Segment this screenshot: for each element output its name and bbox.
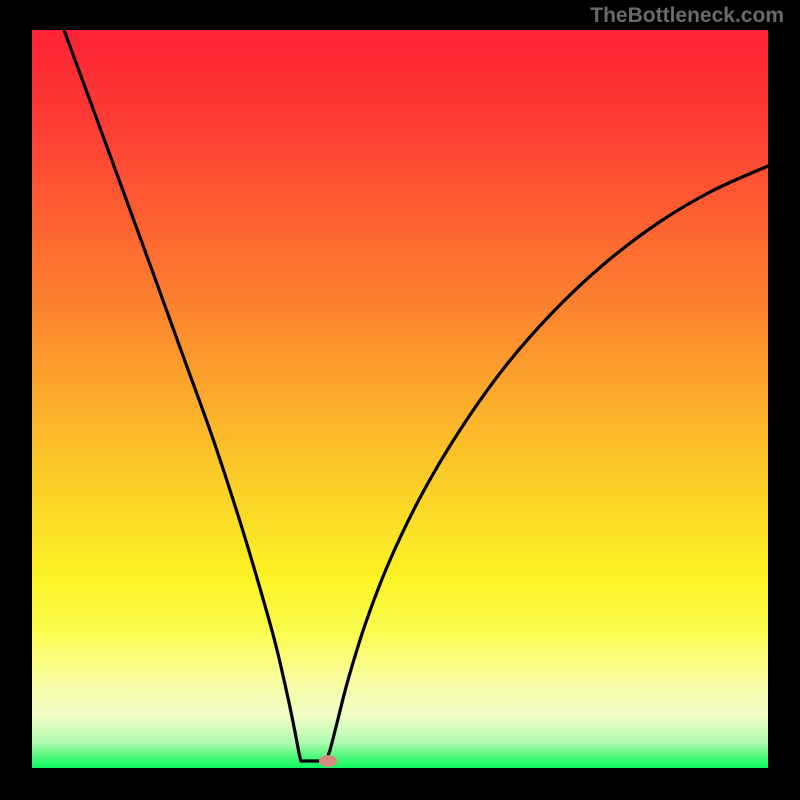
valley-marker [319, 755, 337, 767]
watermark-text: TheBottleneck.com [590, 4, 784, 28]
plot-area [32, 30, 768, 768]
gradient-background [32, 30, 768, 768]
plot-svg [32, 30, 768, 768]
chart-container: TheBottleneck.com [0, 0, 800, 800]
